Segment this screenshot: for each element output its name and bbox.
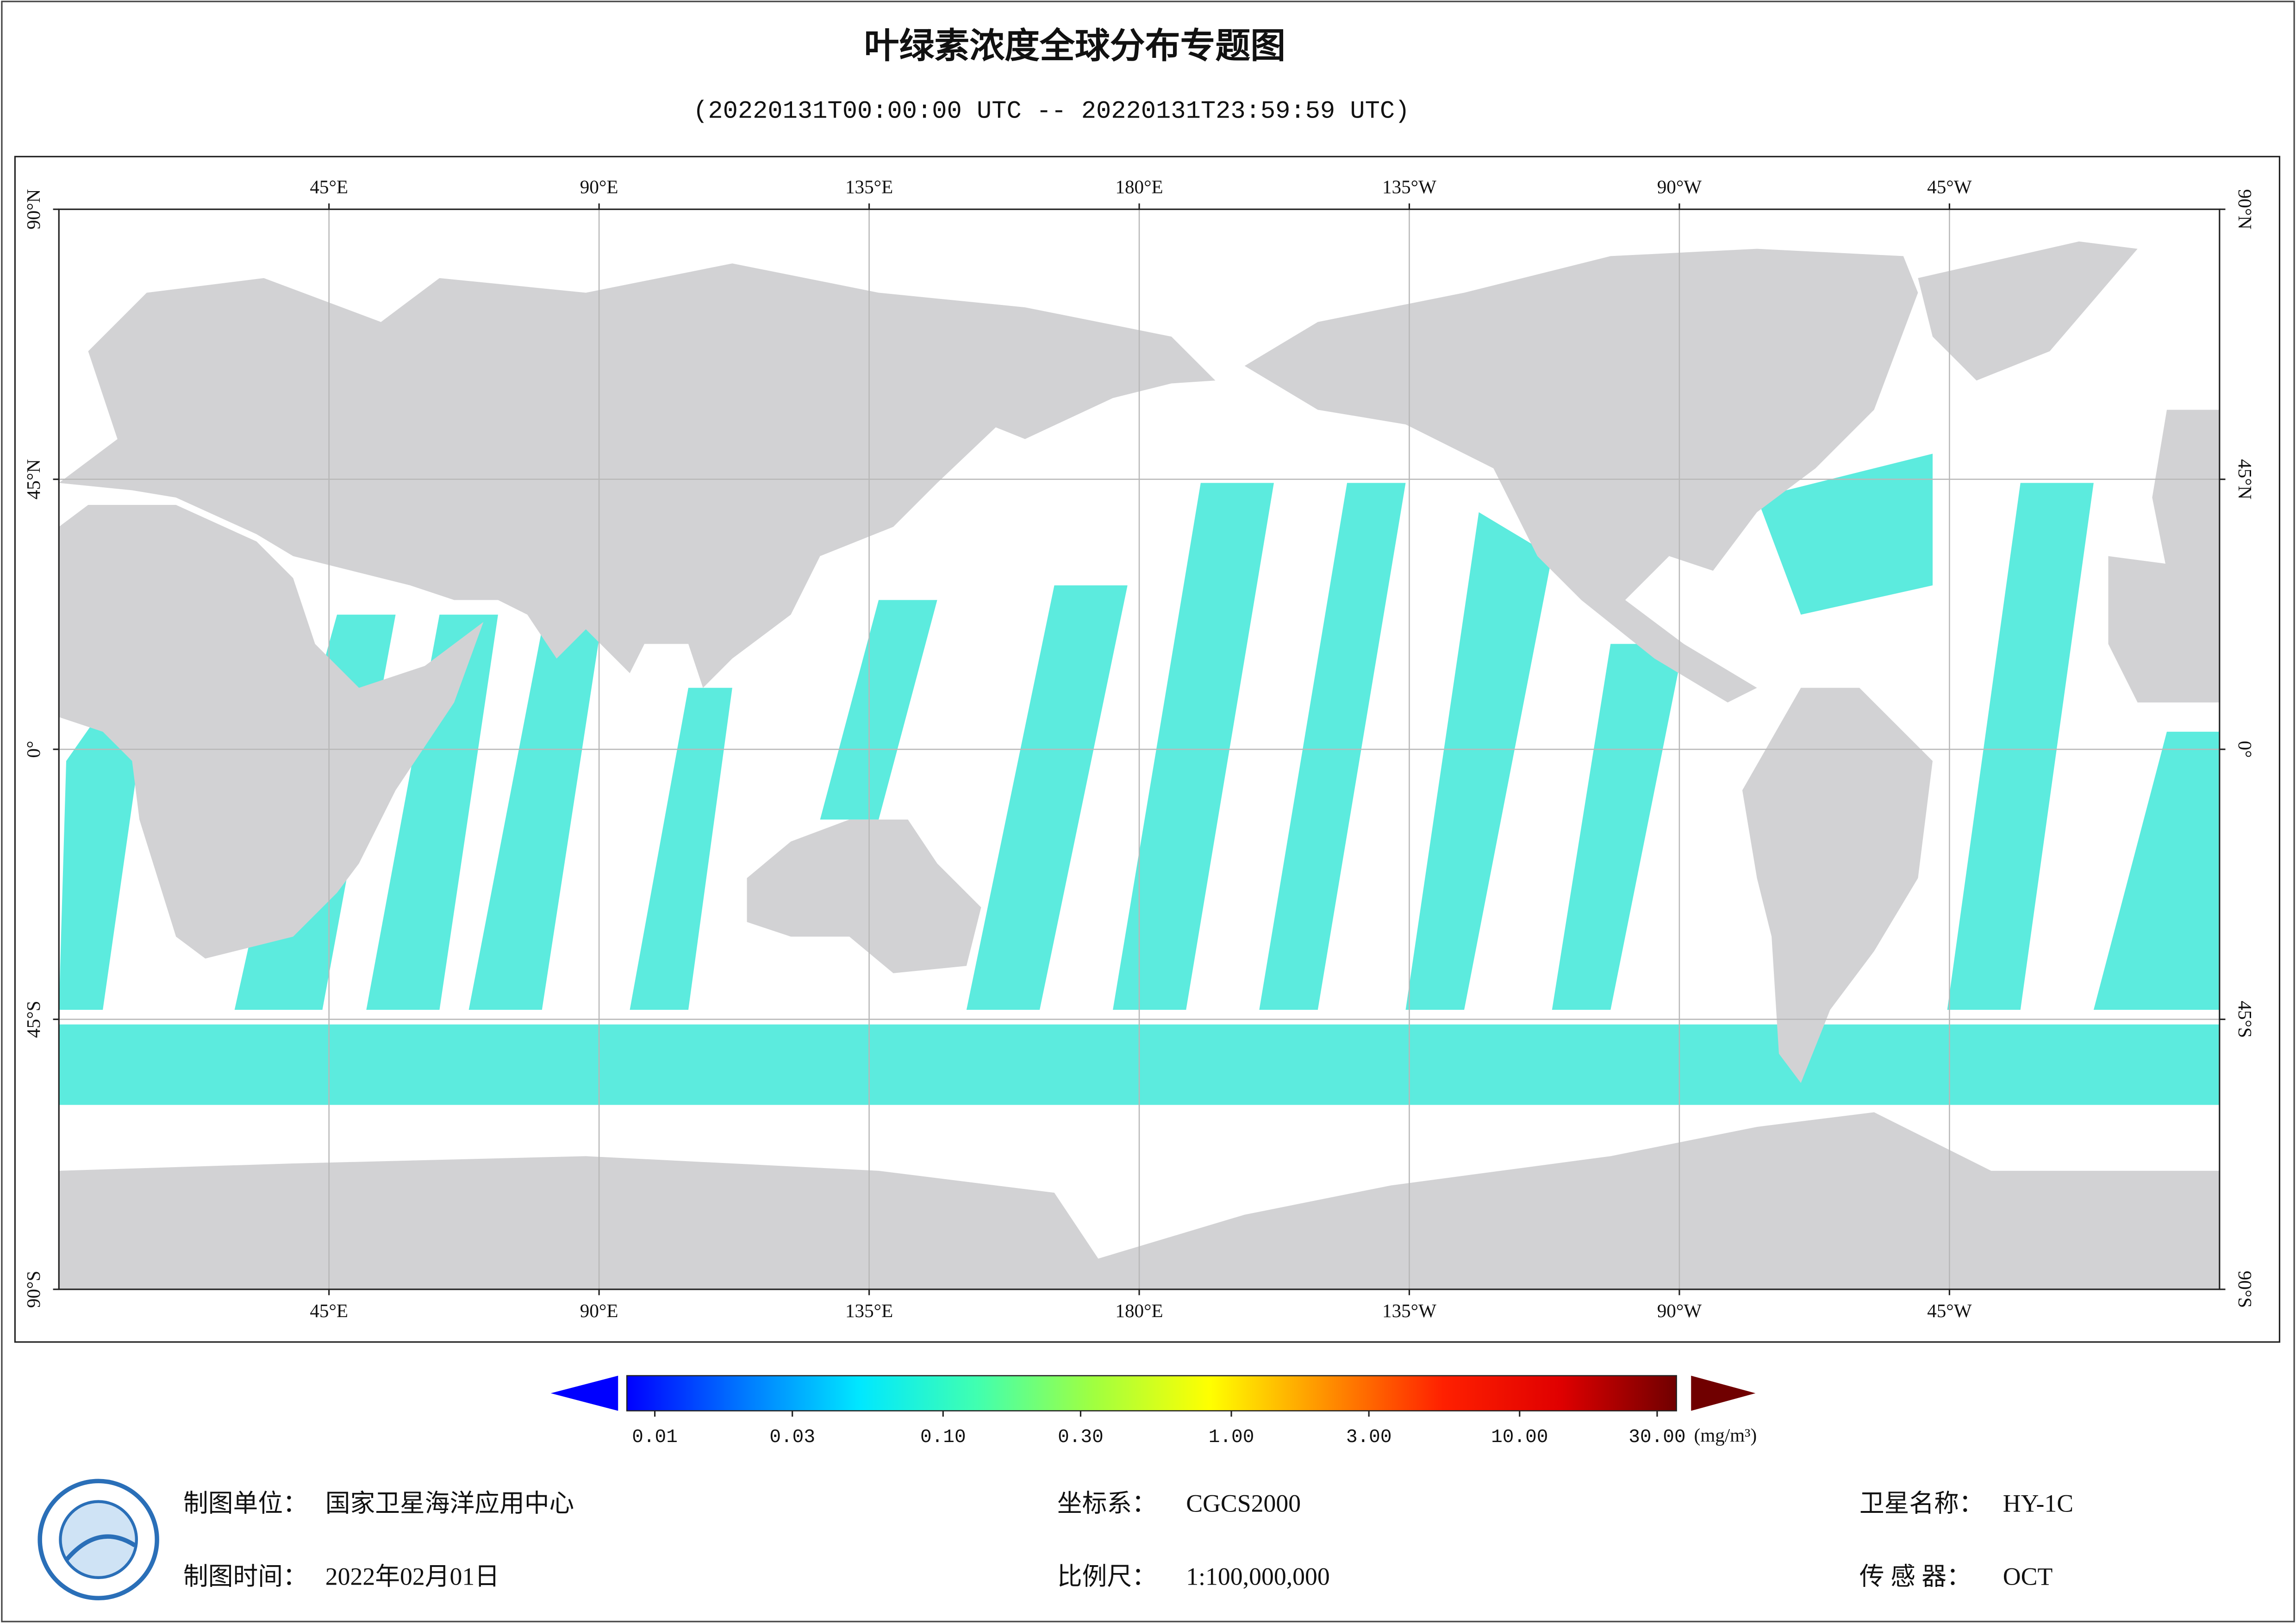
x-tick-label: 90°E (580, 176, 618, 197)
colorbar-tick-label: 10.00 (1491, 1427, 1548, 1448)
footer-value: OCT (2003, 1562, 2053, 1590)
footer-label: 比例尺： (1057, 1562, 1157, 1590)
map-frame (14, 155, 2281, 1343)
colorbar-tick-label: 1.00 (1209, 1427, 1254, 1448)
colorbar-tick-label: 30.00 (1628, 1427, 1685, 1448)
y-tick-label: 45°S (2234, 1001, 2256, 1038)
y-tick-label: 45°N (23, 459, 44, 499)
logo (37, 1479, 159, 1600)
x-tick-label: 135°E (845, 176, 893, 197)
map-border (58, 208, 2221, 1290)
y-tick-label: 90°S (2234, 1271, 2256, 1308)
x-tick-label: 135°W (1382, 1300, 1436, 1321)
footer-value: 1:100,000,000 (1186, 1562, 1330, 1590)
colorbar-tick-label: 3.00 (1346, 1427, 1392, 1448)
x-tick-label: 135°W (1382, 176, 1436, 197)
y-tick-label: 90°N (2234, 189, 2256, 230)
y-tick-label: 0° (2234, 741, 2256, 758)
colorbar-tick-label: 0.03 (769, 1427, 815, 1448)
footer-value: 国家卫星海洋应用中心 (325, 1489, 574, 1517)
x-tick-label: 90°W (1657, 1300, 1702, 1321)
colorbar-arrow-high (1691, 1375, 1756, 1411)
x-tick-label: 45°E (310, 1300, 348, 1321)
colorbar-tick-label: 0.10 (920, 1427, 966, 1448)
colorbar-arrow-low (550, 1375, 618, 1411)
footer-value: CGCS2000 (1186, 1489, 1301, 1517)
footer-label: 制图单位： (183, 1489, 308, 1517)
footer-value: 2022年02月01日 (325, 1562, 499, 1590)
colorbar-tick-label: 0.01 (632, 1427, 678, 1448)
x-tick-label: 180°E (1115, 176, 1163, 197)
logo-orbit (64, 1534, 137, 1562)
x-tick-label: 45°W (1927, 1300, 1972, 1321)
footer-label: 制图时间： (183, 1562, 308, 1590)
y-tick-label: 90°S (23, 1271, 44, 1308)
x-tick-label: 45°E (310, 176, 348, 197)
colorbar-unit: (mg/m³) (1694, 1424, 1757, 1446)
colorbar-bar (626, 1375, 1677, 1412)
footer-label: 坐标系： (1057, 1489, 1157, 1517)
footer-label: 传 感 器： (1859, 1562, 1972, 1590)
y-tick-label: 90°N (23, 189, 44, 230)
x-tick-label: 45°W (1927, 176, 1972, 197)
x-tick-label: 90°W (1657, 176, 1702, 197)
x-tick-label: 180°E (1115, 1300, 1163, 1321)
title: 叶绿素浓度全球分布专题图 (864, 27, 1286, 66)
footer: 制图单位： 国家卫星海洋应用中心 制图时间： 2022年02月01日 坐标系： … (183, 1489, 2073, 1590)
y-tick-label: 45°N (2234, 459, 2256, 499)
colorbar-tick-label: 0.30 (1058, 1427, 1104, 1448)
y-tick-label: 45°S (23, 1001, 44, 1038)
footer-value: HY-1C (2003, 1489, 2073, 1517)
x-tick-label: 135°E (845, 1300, 893, 1321)
footer-label: 卫星名称： (1859, 1489, 1984, 1517)
y-tick-label: 0° (23, 741, 44, 758)
subtitle: (20220131T00:00:00 UTC -- 20220131T23:59… (693, 98, 1410, 126)
colorbar: 0.01 0.03 0.10 0.30 1.00 3.00 10.00 30.00 (mg/m³… (550, 1375, 1757, 1448)
x-tick-label: 90°E (580, 1300, 618, 1321)
